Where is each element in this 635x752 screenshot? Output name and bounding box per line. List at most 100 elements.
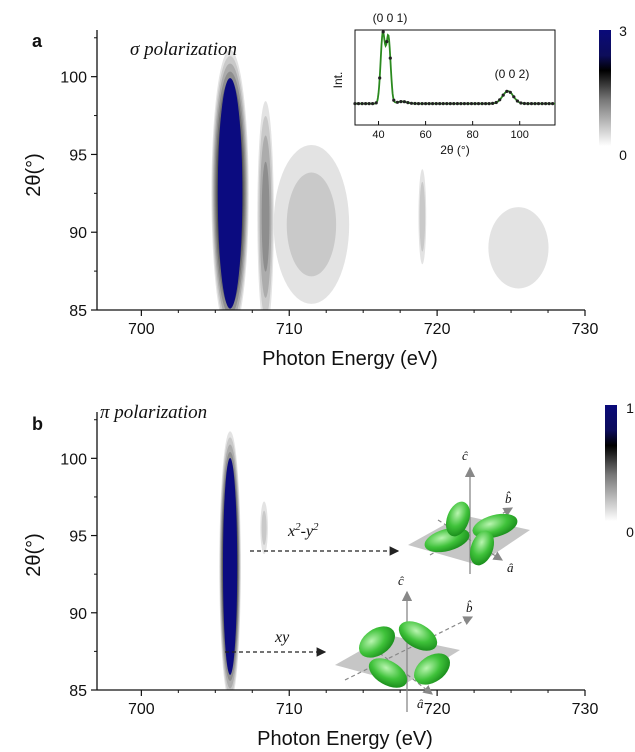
inset-point (356, 102, 361, 106)
inset-point (455, 102, 459, 106)
inset-point (445, 102, 449, 106)
inset-point (515, 99, 520, 103)
x-tick-label-710: 710 (276, 321, 303, 338)
colorbar-a-min: 0 (619, 147, 627, 163)
inset-point (519, 101, 523, 105)
inset-point (473, 102, 477, 106)
orbital-xy-diagram: ĉ b̂ â (335, 573, 474, 712)
b-hat-label-2: b̂ (466, 600, 473, 615)
inset-point (406, 101, 410, 105)
inset-point (438, 102, 442, 106)
inset-point (353, 102, 357, 106)
colorbar-b (605, 405, 617, 521)
heat-contour-1-3 (261, 161, 270, 272)
heatmap-a-layer (211, 49, 549, 310)
lobe-1c (445, 501, 471, 537)
panel-label-a: a (32, 31, 43, 51)
inset-point (434, 102, 438, 106)
lobe-2a (358, 626, 396, 658)
x-tick-label-700: 700 (128, 321, 155, 338)
panel-label-b: b (32, 414, 43, 434)
inset-ticks: 40 60 80 100 (372, 121, 529, 141)
inset-point (424, 102, 428, 106)
b-hat-label-1: b̂ (505, 491, 512, 506)
inset-tick-label-40: 40 (372, 129, 384, 141)
title-b: π polarization (100, 402, 207, 423)
b-axis-2 (344, 616, 474, 681)
panel-b: 700 710 720 730 85 90 95 100 π polarization Pho… (23, 400, 634, 750)
inset-point (367, 102, 371, 106)
ticks-b: 700 710 720 730 85 90 95 100 (60, 419, 599, 718)
y-tick-label-90: 90 (69, 606, 87, 623)
c-hat-label-1: ĉ (462, 448, 468, 463)
inset-point (526, 102, 530, 106)
heat-contour-4-0 (488, 207, 549, 289)
orbital-label-xy: xy (274, 629, 290, 646)
a-axis-1 (437, 519, 504, 561)
ticks-a: 700 710 720 730 85 90 95 100 (60, 37, 599, 338)
inset-point (540, 102, 544, 106)
inset-point (448, 102, 452, 106)
inset-point (385, 40, 389, 44)
inset-tick-label-80: 80 (467, 129, 479, 141)
y-tick-label-85: 85 (69, 683, 87, 700)
inset-tick-label-100: 100 (511, 129, 529, 141)
orbital-label-x2y2: x2-y2 (287, 521, 319, 540)
ylabel-b: 2θ(°) (23, 533, 45, 577)
inset-point (544, 102, 548, 106)
x-tick-label-700: 700 (128, 701, 155, 718)
orbital-x2y2-diagram: ĉ b̂ â (408, 448, 530, 575)
inset-point (480, 102, 484, 106)
ylabel-a: 2θ(°) (23, 153, 45, 197)
heat-contour-1-1 (261, 510, 267, 546)
inset-point (459, 102, 463, 106)
inset-frame (354, 29, 556, 126)
colorbar-a-max: 3 (619, 23, 627, 39)
y-tick-label-95: 95 (69, 529, 87, 546)
lobe-2c (398, 621, 438, 651)
heat-contour-3-1 (419, 181, 426, 252)
inset-point (378, 76, 382, 80)
y-tick-label-85: 85 (69, 303, 87, 320)
inset-point (360, 102, 364, 106)
lobe-1d (469, 530, 495, 566)
y-tick-label-95: 95 (69, 147, 87, 164)
inset-point (491, 101, 495, 105)
heat-contour-2-1 (286, 172, 337, 277)
inset-point (416, 102, 421, 106)
xlabel-b: Photon Energy (eV) (257, 728, 433, 750)
title-a: σ polarization (130, 39, 237, 60)
inset-point (364, 102, 368, 106)
inset-point (501, 93, 505, 97)
inset-xlabel: 2θ (°) (440, 143, 469, 157)
inset-point (498, 98, 502, 102)
inset-point (427, 102, 431, 106)
x-tick-label-730: 730 (572, 701, 599, 718)
c-hat-label-2: ĉ (398, 573, 404, 588)
y-tick-label-100: 100 (60, 451, 87, 468)
y-tick-label-90: 90 (69, 225, 87, 242)
inset-point (533, 102, 537, 106)
inset-point (536, 102, 541, 106)
inset-annotation-001: (0 0 1) (373, 11, 408, 25)
inset-point (505, 89, 509, 93)
y-tick-label-100: 100 (60, 70, 87, 87)
heat-core-0 (217, 78, 243, 309)
colorbar-b-max: 1 (626, 400, 634, 416)
heat-core-0 (222, 458, 238, 675)
inset-point (381, 30, 385, 34)
inset-point (487, 102, 491, 106)
inset-point (469, 102, 474, 106)
inset-point (399, 100, 403, 104)
lobe-2d (368, 658, 408, 688)
inset-point (522, 101, 527, 106)
a-hat-label-2: â (417, 696, 424, 711)
inset-point (388, 56, 392, 60)
inset-tick-label-60: 60 (419, 129, 431, 141)
inset-point (392, 98, 396, 102)
x-tick-label-730: 730 (572, 321, 599, 338)
inset-point (512, 95, 516, 99)
inset-point (547, 102, 551, 106)
inset-point (420, 102, 424, 106)
